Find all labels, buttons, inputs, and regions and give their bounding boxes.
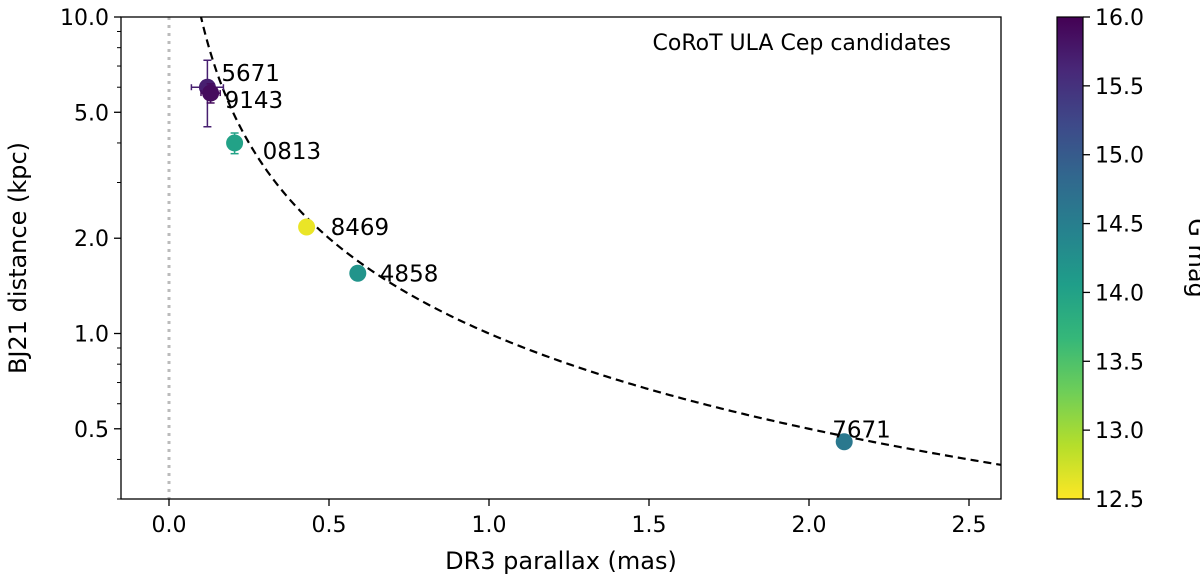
colorbar [1056,16,1084,500]
y-tick-label: 10.0 [60,6,109,31]
point-marker [349,264,367,282]
data-point-9143 [200,83,221,104]
point-marker [835,433,853,451]
y-tick-label: 2.0 [74,227,109,252]
y-tick-label: 0.5 [74,418,109,443]
point-label-8469: 8469 [331,215,390,241]
colorbar-label: G mag [1183,218,1200,298]
x-tick-label: 1.5 [632,513,667,538]
x-tick-label: 2.5 [952,513,987,538]
point-label-9143: 9143 [225,88,284,114]
colorbar-tick-label: 12.5 [1095,488,1144,513]
colorbar-tick-label: 15.0 [1095,144,1144,169]
data-point-4858 [349,264,367,282]
colorbar-tick-label: 13.5 [1095,350,1144,375]
colorbar-tick-label: 15.5 [1095,75,1144,100]
x-tick-label: 0.0 [152,513,187,538]
colorbar-tick-label: 14.0 [1095,281,1144,306]
data-point-7671 [835,433,853,451]
data-point-0813 [226,132,244,155]
point-marker [226,134,244,152]
point-label-4858: 4858 [380,261,439,287]
inverse-parallax-curve [199,17,1001,466]
point-label-5671: 5671 [221,61,280,87]
x-axis-label: DR3 parallax (mas) [445,547,677,575]
point-label-7671: 7671 [832,418,891,444]
colorbar-tick-label: 13.0 [1095,419,1144,444]
point-marker [298,218,316,236]
y-axis-label: BJ21 distance (kpc) [4,142,32,374]
x-tick-label: 1.0 [472,513,507,538]
x-tick-label: 2.0 [792,513,827,538]
colorbar-tick-label: 14.5 [1095,213,1144,238]
point-marker [202,84,220,102]
y-tick-label: 1.0 [74,323,109,348]
chart-annotation: CoRoT ULA Cep candidates [653,31,951,56]
plot-frame [120,16,1002,500]
point-label-0813: 0813 [263,139,322,165]
x-tick-label: 0.5 [312,513,347,538]
y-tick-label: 5.0 [74,101,109,126]
colorbar-tick-label: 16.0 [1095,6,1144,31]
data-point-8469 [298,218,316,236]
